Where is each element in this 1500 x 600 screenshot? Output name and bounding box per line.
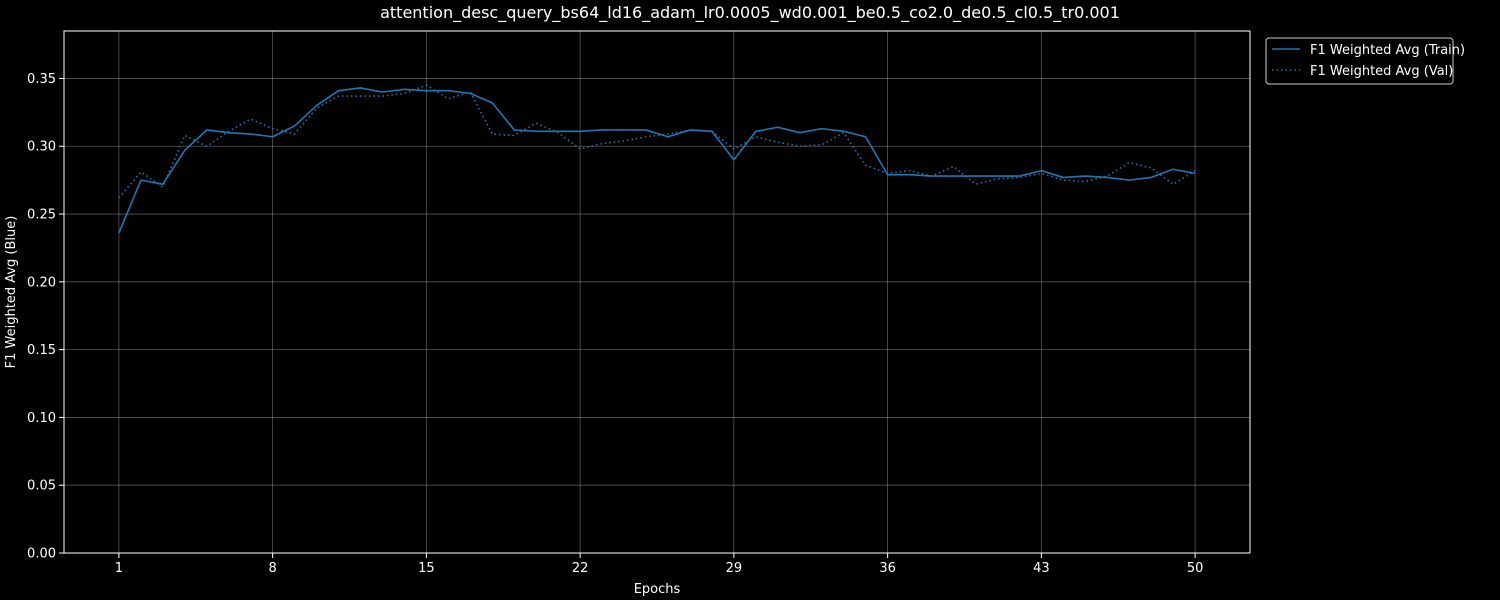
grid (64, 31, 1250, 554)
series-group (118, 84, 1196, 234)
legend: F1 Weighted Avg (Train) F1 Weighted Avg … (1265, 37, 1465, 85)
y-tick-label: 0.30 (27, 140, 56, 155)
y-tick-label: 0.05 (27, 479, 56, 494)
x-tick-label: 8 (269, 561, 277, 576)
x-axis: 1 8 15 22 29 36 43 50 (115, 553, 1204, 576)
legend-label-train: F1 Weighted Avg (Train) (1310, 43, 1465, 58)
y-axis: 0.00 0.05 0.10 0.15 0.20 0.25 0.30 0.35 (27, 72, 64, 562)
x-tick-label: 36 (879, 561, 896, 576)
legend-label-val: F1 Weighted Avg (Val) (1310, 64, 1453, 79)
y-tick-label: 0.00 (27, 547, 56, 562)
y-tick-label: 0.15 (27, 343, 56, 358)
legend-box (1265, 37, 1454, 85)
series-line-train (118, 87, 1196, 234)
x-tick-label: 29 (726, 561, 743, 576)
x-tick-label: 50 (1187, 561, 1204, 576)
x-tick-label: 22 (572, 561, 589, 576)
y-tick-label: 0.10 (27, 411, 56, 426)
plot-frame (63, 30, 1251, 554)
y-axis-label: F1 Weighted Avg (Blue) (4, 216, 19, 369)
x-tick-label: 43 (1033, 561, 1050, 576)
y-tick-label: 0.25 (27, 208, 56, 223)
y-tick-label: 0.20 (27, 275, 56, 290)
chart-title: attention_desc_query_bs64_ld16_adam_lr0.… (380, 3, 1120, 23)
x-tick-label: 15 (418, 561, 435, 576)
x-tick-label: 1 (115, 561, 123, 576)
y-tick-label: 0.35 (27, 72, 56, 87)
x-axis-label: Epochs (634, 582, 681, 597)
